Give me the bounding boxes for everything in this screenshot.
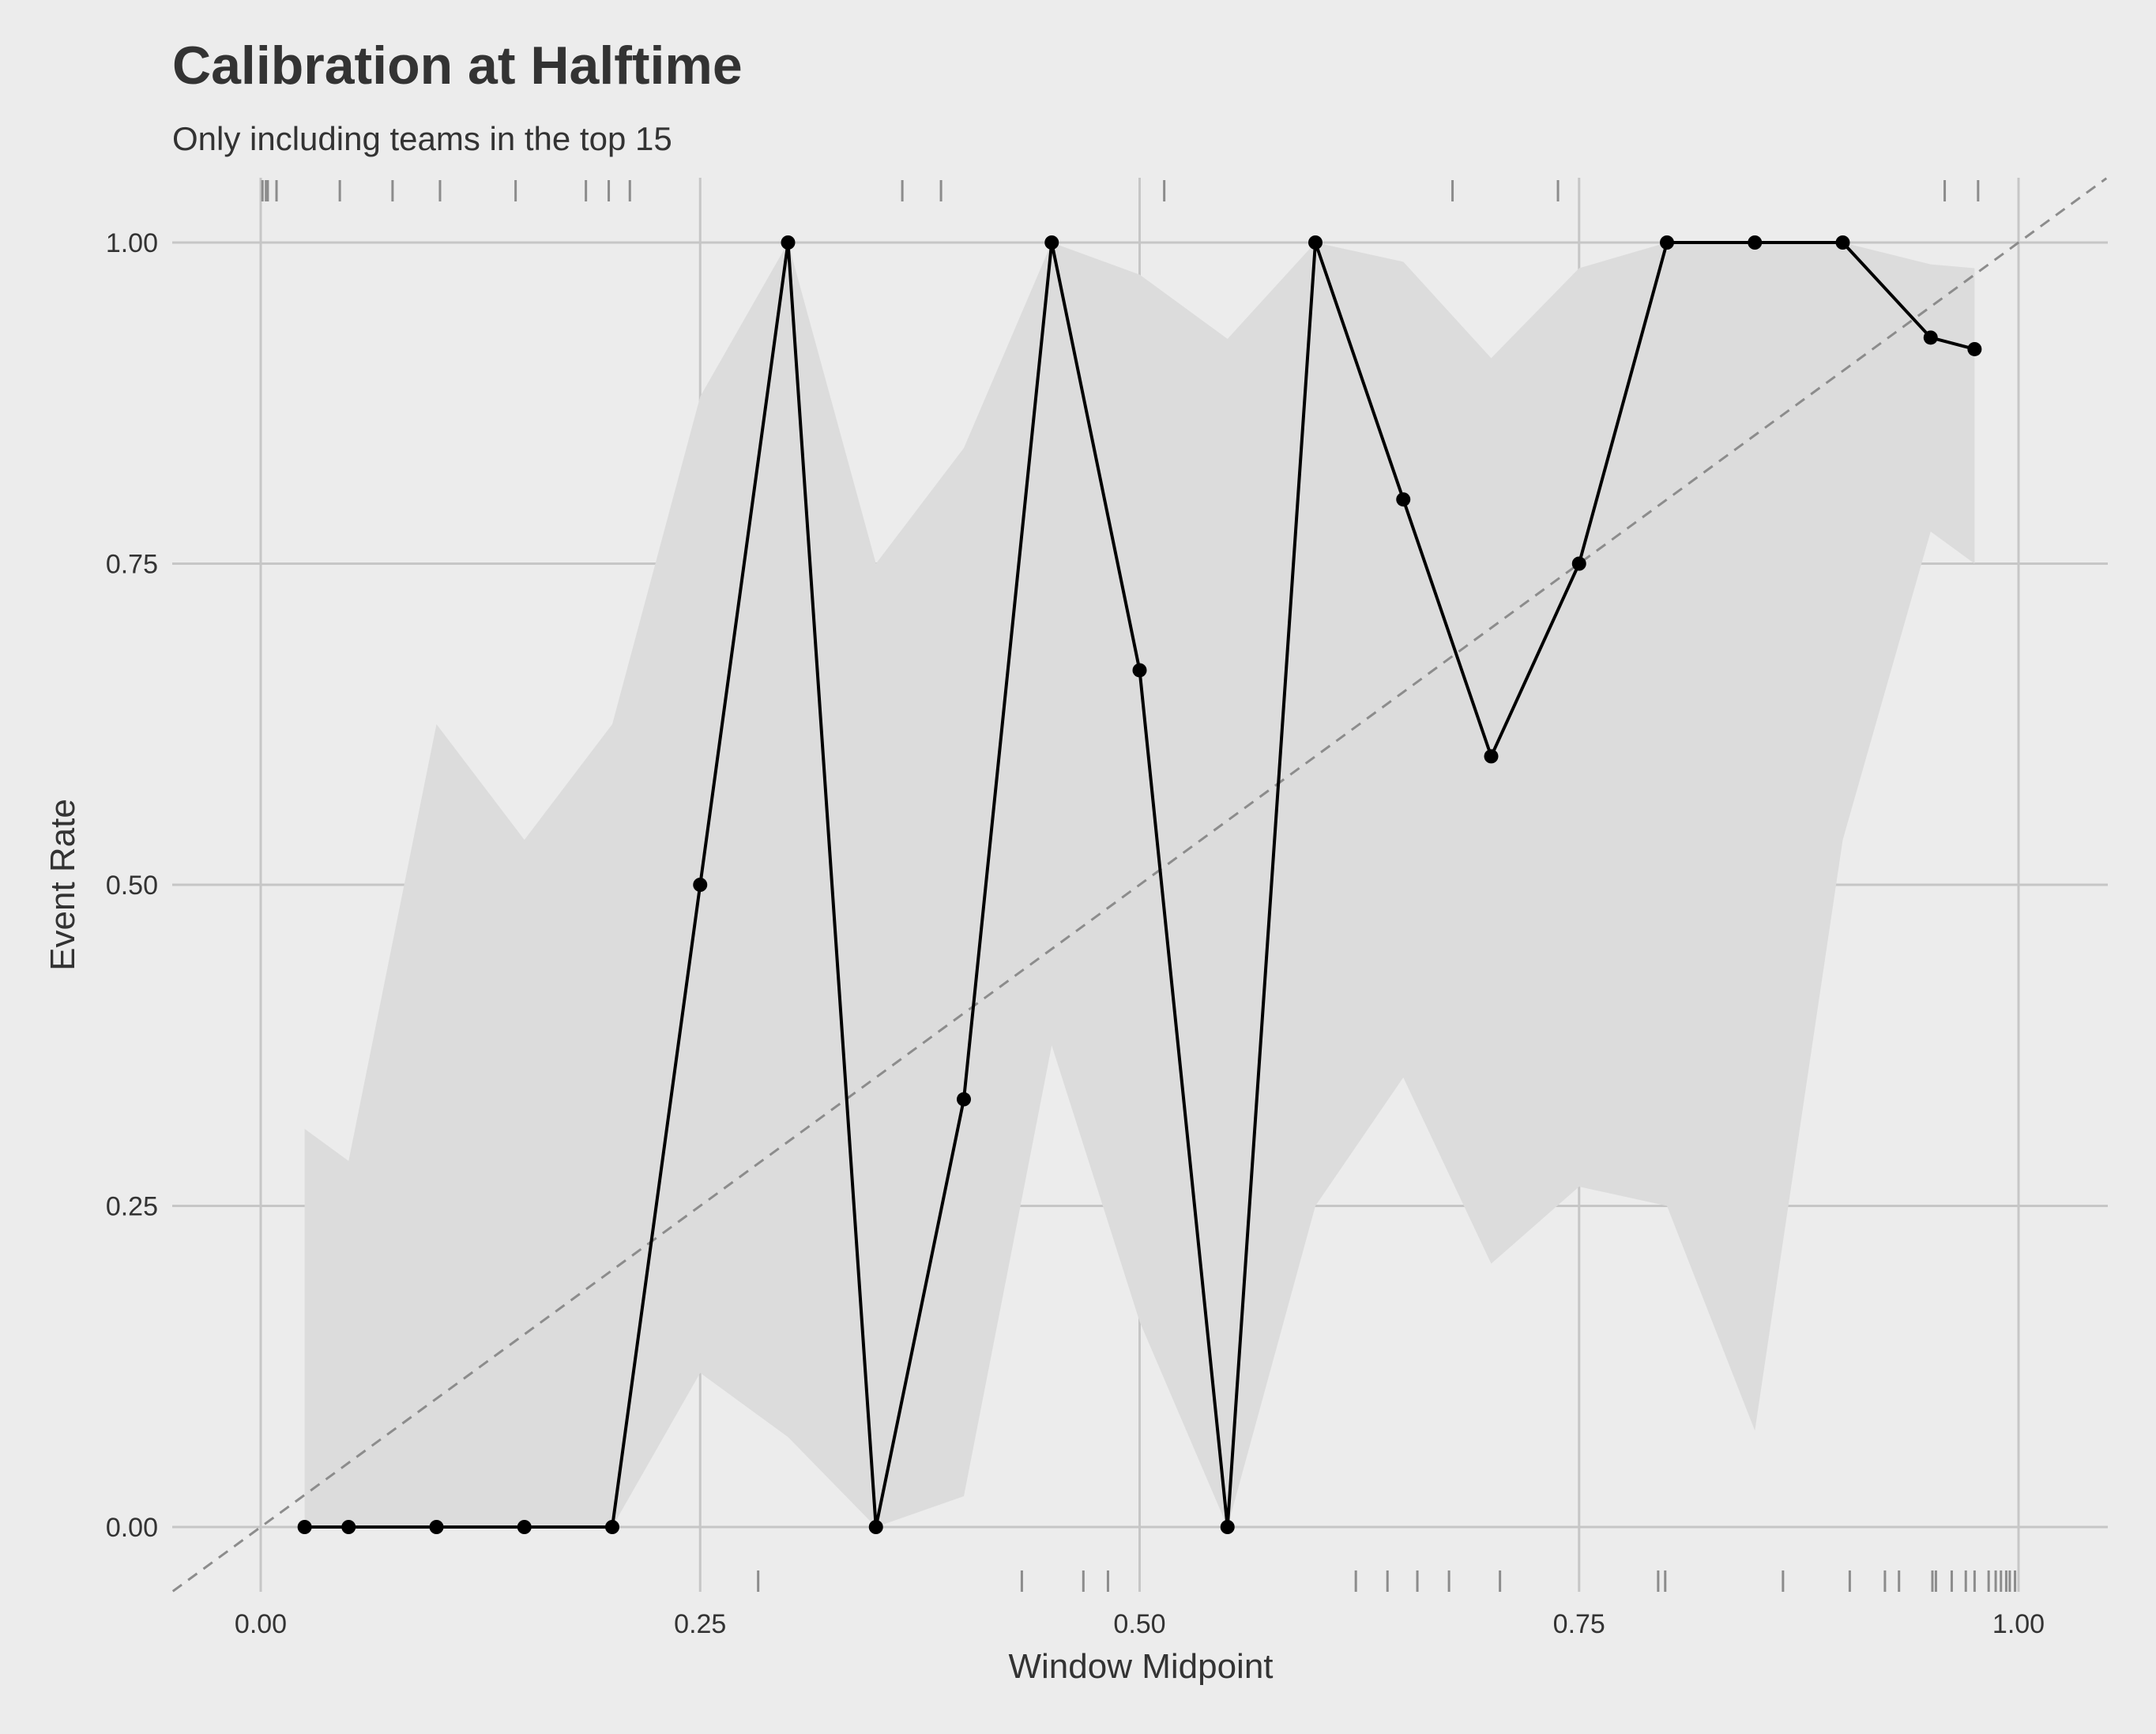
data-point xyxy=(1220,1520,1235,1534)
data-point xyxy=(605,1520,619,1534)
y-tick-label: 0.50 xyxy=(106,871,158,901)
y-axis-label: Event Rate xyxy=(43,799,82,971)
x-tick-label: 0.00 xyxy=(235,1609,287,1639)
data-point xyxy=(1044,235,1059,250)
data-point xyxy=(957,1092,971,1107)
y-tick-label: 0.00 xyxy=(106,1513,158,1543)
reference-line xyxy=(171,177,2108,1593)
data-point xyxy=(1571,556,1586,571)
data-point xyxy=(341,1520,356,1534)
data-point xyxy=(693,878,708,892)
x-tick-label: 0.75 xyxy=(1553,1609,1605,1639)
y-tick-label: 0.25 xyxy=(106,1192,158,1222)
reference-diagonal xyxy=(171,177,2108,1593)
data-point xyxy=(1967,341,1982,356)
series-points xyxy=(297,235,1982,1534)
data-point xyxy=(1396,492,1411,507)
x-tick-label: 0.25 xyxy=(674,1609,726,1639)
x-tick-label: 0.50 xyxy=(1113,1609,1165,1639)
x-axis-label: Window Midpoint xyxy=(1008,1647,1273,1686)
data-point xyxy=(1923,330,1938,345)
data-point xyxy=(297,1520,312,1534)
data-point xyxy=(868,1520,883,1534)
rug-marks xyxy=(261,180,2017,1592)
chart-title: Calibration at Halftime xyxy=(172,36,743,96)
y-tick-label: 1.00 xyxy=(106,228,158,258)
data-point xyxy=(1660,235,1674,250)
tick-labels: 0.00 0.25 0.50 0.75 1.00 0.00 0.25 0.50 0.75 1.00 xyxy=(106,228,2045,1639)
data-point xyxy=(1484,749,1499,764)
y-tick-label: 0.75 xyxy=(106,550,158,580)
data-point xyxy=(781,235,796,250)
data-point xyxy=(1835,235,1850,250)
data-point xyxy=(429,1520,444,1534)
x-tick-label: 1.00 xyxy=(1992,1609,2045,1639)
data-point xyxy=(517,1520,532,1534)
data-point xyxy=(1748,235,1763,250)
chart-subtitle: Only including teams in the top 15 xyxy=(172,120,672,157)
data-point xyxy=(1132,663,1147,678)
data-point xyxy=(1308,235,1323,250)
